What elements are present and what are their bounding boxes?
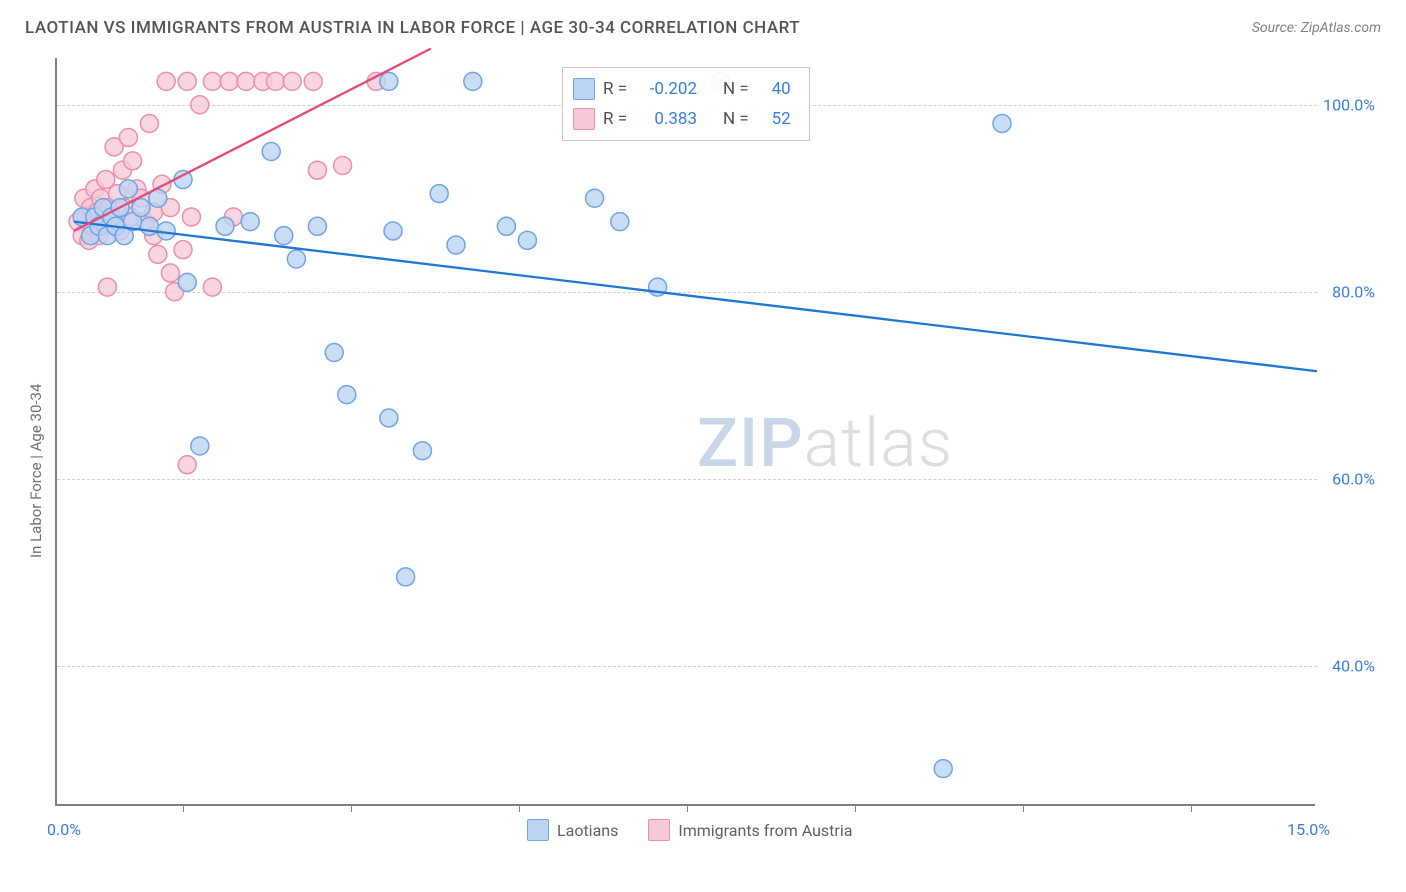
laotians-legend-swatch-icon xyxy=(527,819,549,841)
r-label: R = xyxy=(603,104,627,134)
data-point-laotians xyxy=(216,217,234,235)
data-point-laotians xyxy=(241,213,259,231)
r-value-austria: 0.383 xyxy=(635,104,697,134)
data-point-austria xyxy=(178,456,196,474)
data-point-laotians xyxy=(464,72,482,90)
data-point-laotians xyxy=(380,72,398,90)
austria-legend-swatch-icon xyxy=(648,819,670,841)
data-point-austria xyxy=(174,241,192,259)
data-point-laotians xyxy=(993,114,1011,132)
chart-area: 40.0%60.0%80.0%100.0% ZIPatlas R = -0.20… xyxy=(55,58,1375,828)
data-point-austria xyxy=(98,278,116,296)
data-point-austria xyxy=(237,72,255,90)
data-point-laotians xyxy=(178,273,196,291)
data-point-austria xyxy=(304,72,322,90)
data-point-laotians xyxy=(287,250,305,268)
data-point-laotians xyxy=(934,760,952,778)
n-value-austria: 52 xyxy=(757,104,791,134)
data-point-austria xyxy=(203,72,221,90)
y-tick-label: 60.0% xyxy=(1332,469,1375,488)
legend-label-laotians: Laotians xyxy=(557,821,618,840)
n-label: N = xyxy=(723,104,749,134)
legend-item-laotians: Laotians xyxy=(527,819,618,841)
data-point-laotians xyxy=(132,199,150,217)
data-point-austria xyxy=(203,278,221,296)
data-point-austria xyxy=(140,114,158,132)
r-value-laotians: -0.202 xyxy=(635,74,697,104)
y-axis-label: In Labor Force | Age 30-34 xyxy=(27,384,45,558)
data-point-austria xyxy=(283,72,301,90)
data-point-austria xyxy=(149,245,167,263)
data-point-austria xyxy=(191,96,209,114)
source-attribution: Source: ZipAtlas.com xyxy=(1252,20,1381,36)
y-tick-label: 80.0% xyxy=(1332,282,1375,301)
y-tick-label: 100.0% xyxy=(1323,95,1375,114)
data-point-laotians xyxy=(611,213,629,231)
data-point-austria xyxy=(220,72,238,90)
legend-label-austria: Immigrants from Austria xyxy=(678,821,852,840)
data-point-laotians xyxy=(191,437,209,455)
legend-item-austria: Immigrants from Austria xyxy=(648,819,852,841)
n-label: N = xyxy=(723,74,749,104)
data-point-laotians xyxy=(518,231,536,249)
data-point-austria xyxy=(178,72,196,90)
data-point-laotians xyxy=(384,222,402,240)
data-point-laotians xyxy=(586,189,604,207)
data-point-laotians xyxy=(275,227,293,245)
data-point-austria xyxy=(266,72,284,90)
legend: Laotians Immigrants from Austria xyxy=(527,819,852,841)
data-point-laotians xyxy=(338,386,356,404)
data-point-laotians xyxy=(430,185,448,203)
data-point-laotians xyxy=(447,236,465,254)
scatter-plot-svg xyxy=(57,58,1317,806)
data-point-laotians xyxy=(308,217,326,235)
data-point-austria xyxy=(161,264,179,282)
data-point-austria xyxy=(157,72,175,90)
y-tick-label: 40.0% xyxy=(1332,656,1375,675)
austria-swatch-icon xyxy=(573,108,595,130)
data-point-austria xyxy=(182,208,200,226)
data-point-austria xyxy=(334,157,352,175)
data-point-laotians xyxy=(119,180,137,198)
data-point-austria xyxy=(308,161,326,179)
data-point-laotians xyxy=(397,568,415,586)
correlation-stats-box: R = -0.202 N = 40 R = 0.383 N = 52 xyxy=(562,67,810,141)
x-min-label: 0.0% xyxy=(47,820,81,839)
data-point-laotians xyxy=(325,344,343,362)
chart-header: LAOTIAN VS IMMIGRANTS FROM AUSTRIA IN LA… xyxy=(0,0,1406,48)
data-point-laotians xyxy=(413,442,431,460)
stats-row-austria: R = 0.383 N = 52 xyxy=(573,104,791,134)
n-value-laotians: 40 xyxy=(757,74,791,104)
laotians-swatch-icon xyxy=(573,78,595,100)
x-max-label: 15.0% xyxy=(1287,820,1330,839)
data-point-laotians xyxy=(262,143,280,161)
r-label: R = xyxy=(603,74,627,104)
chart-title: LAOTIAN VS IMMIGRANTS FROM AUSTRIA IN LA… xyxy=(25,18,800,38)
data-point-laotians xyxy=(380,409,398,427)
trend-line-laotians xyxy=(74,222,1317,372)
plot-box: 40.0%60.0%80.0%100.0% ZIPatlas R = -0.20… xyxy=(55,58,1315,806)
data-point-austria xyxy=(124,152,142,170)
data-point-austria xyxy=(119,128,137,146)
stats-row-laotians: R = -0.202 N = 40 xyxy=(573,74,791,104)
data-point-laotians xyxy=(497,217,515,235)
